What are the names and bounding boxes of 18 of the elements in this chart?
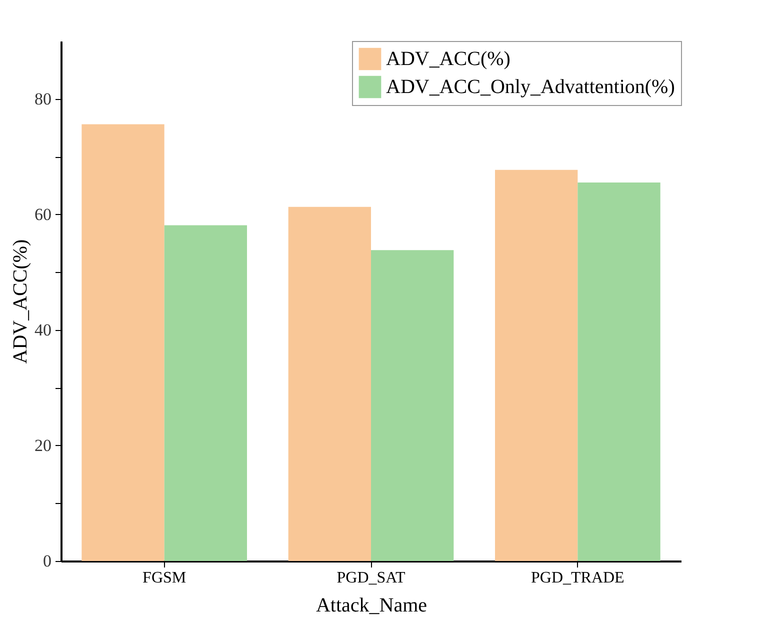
bar	[288, 206, 371, 561]
bar	[578, 182, 660, 561]
x-tick-label: PGD_SAT	[336, 570, 406, 586]
bar	[164, 225, 247, 561]
x-tick-label: PGD_TRADE	[530, 570, 624, 586]
y-tick-label: 80	[34, 89, 52, 108]
x-tick-label: FGSM	[142, 570, 186, 586]
y-axis-title: ADV_ACC(%)	[10, 239, 32, 364]
legend-label: ADV_ACC_Only_Advattention(%)	[386, 76, 675, 98]
x-axis-title: Attack_Name	[316, 594, 428, 616]
y-tick-label: 20	[34, 436, 52, 455]
y-tick-label: 0	[43, 552, 52, 570]
bar	[371, 250, 454, 561]
bar	[82, 124, 164, 561]
y-tick-label: 40	[34, 320, 52, 340]
bar	[495, 170, 578, 561]
legend-label: ADV_ACC(%)	[386, 48, 510, 70]
y-tick-label: 60	[34, 204, 52, 224]
